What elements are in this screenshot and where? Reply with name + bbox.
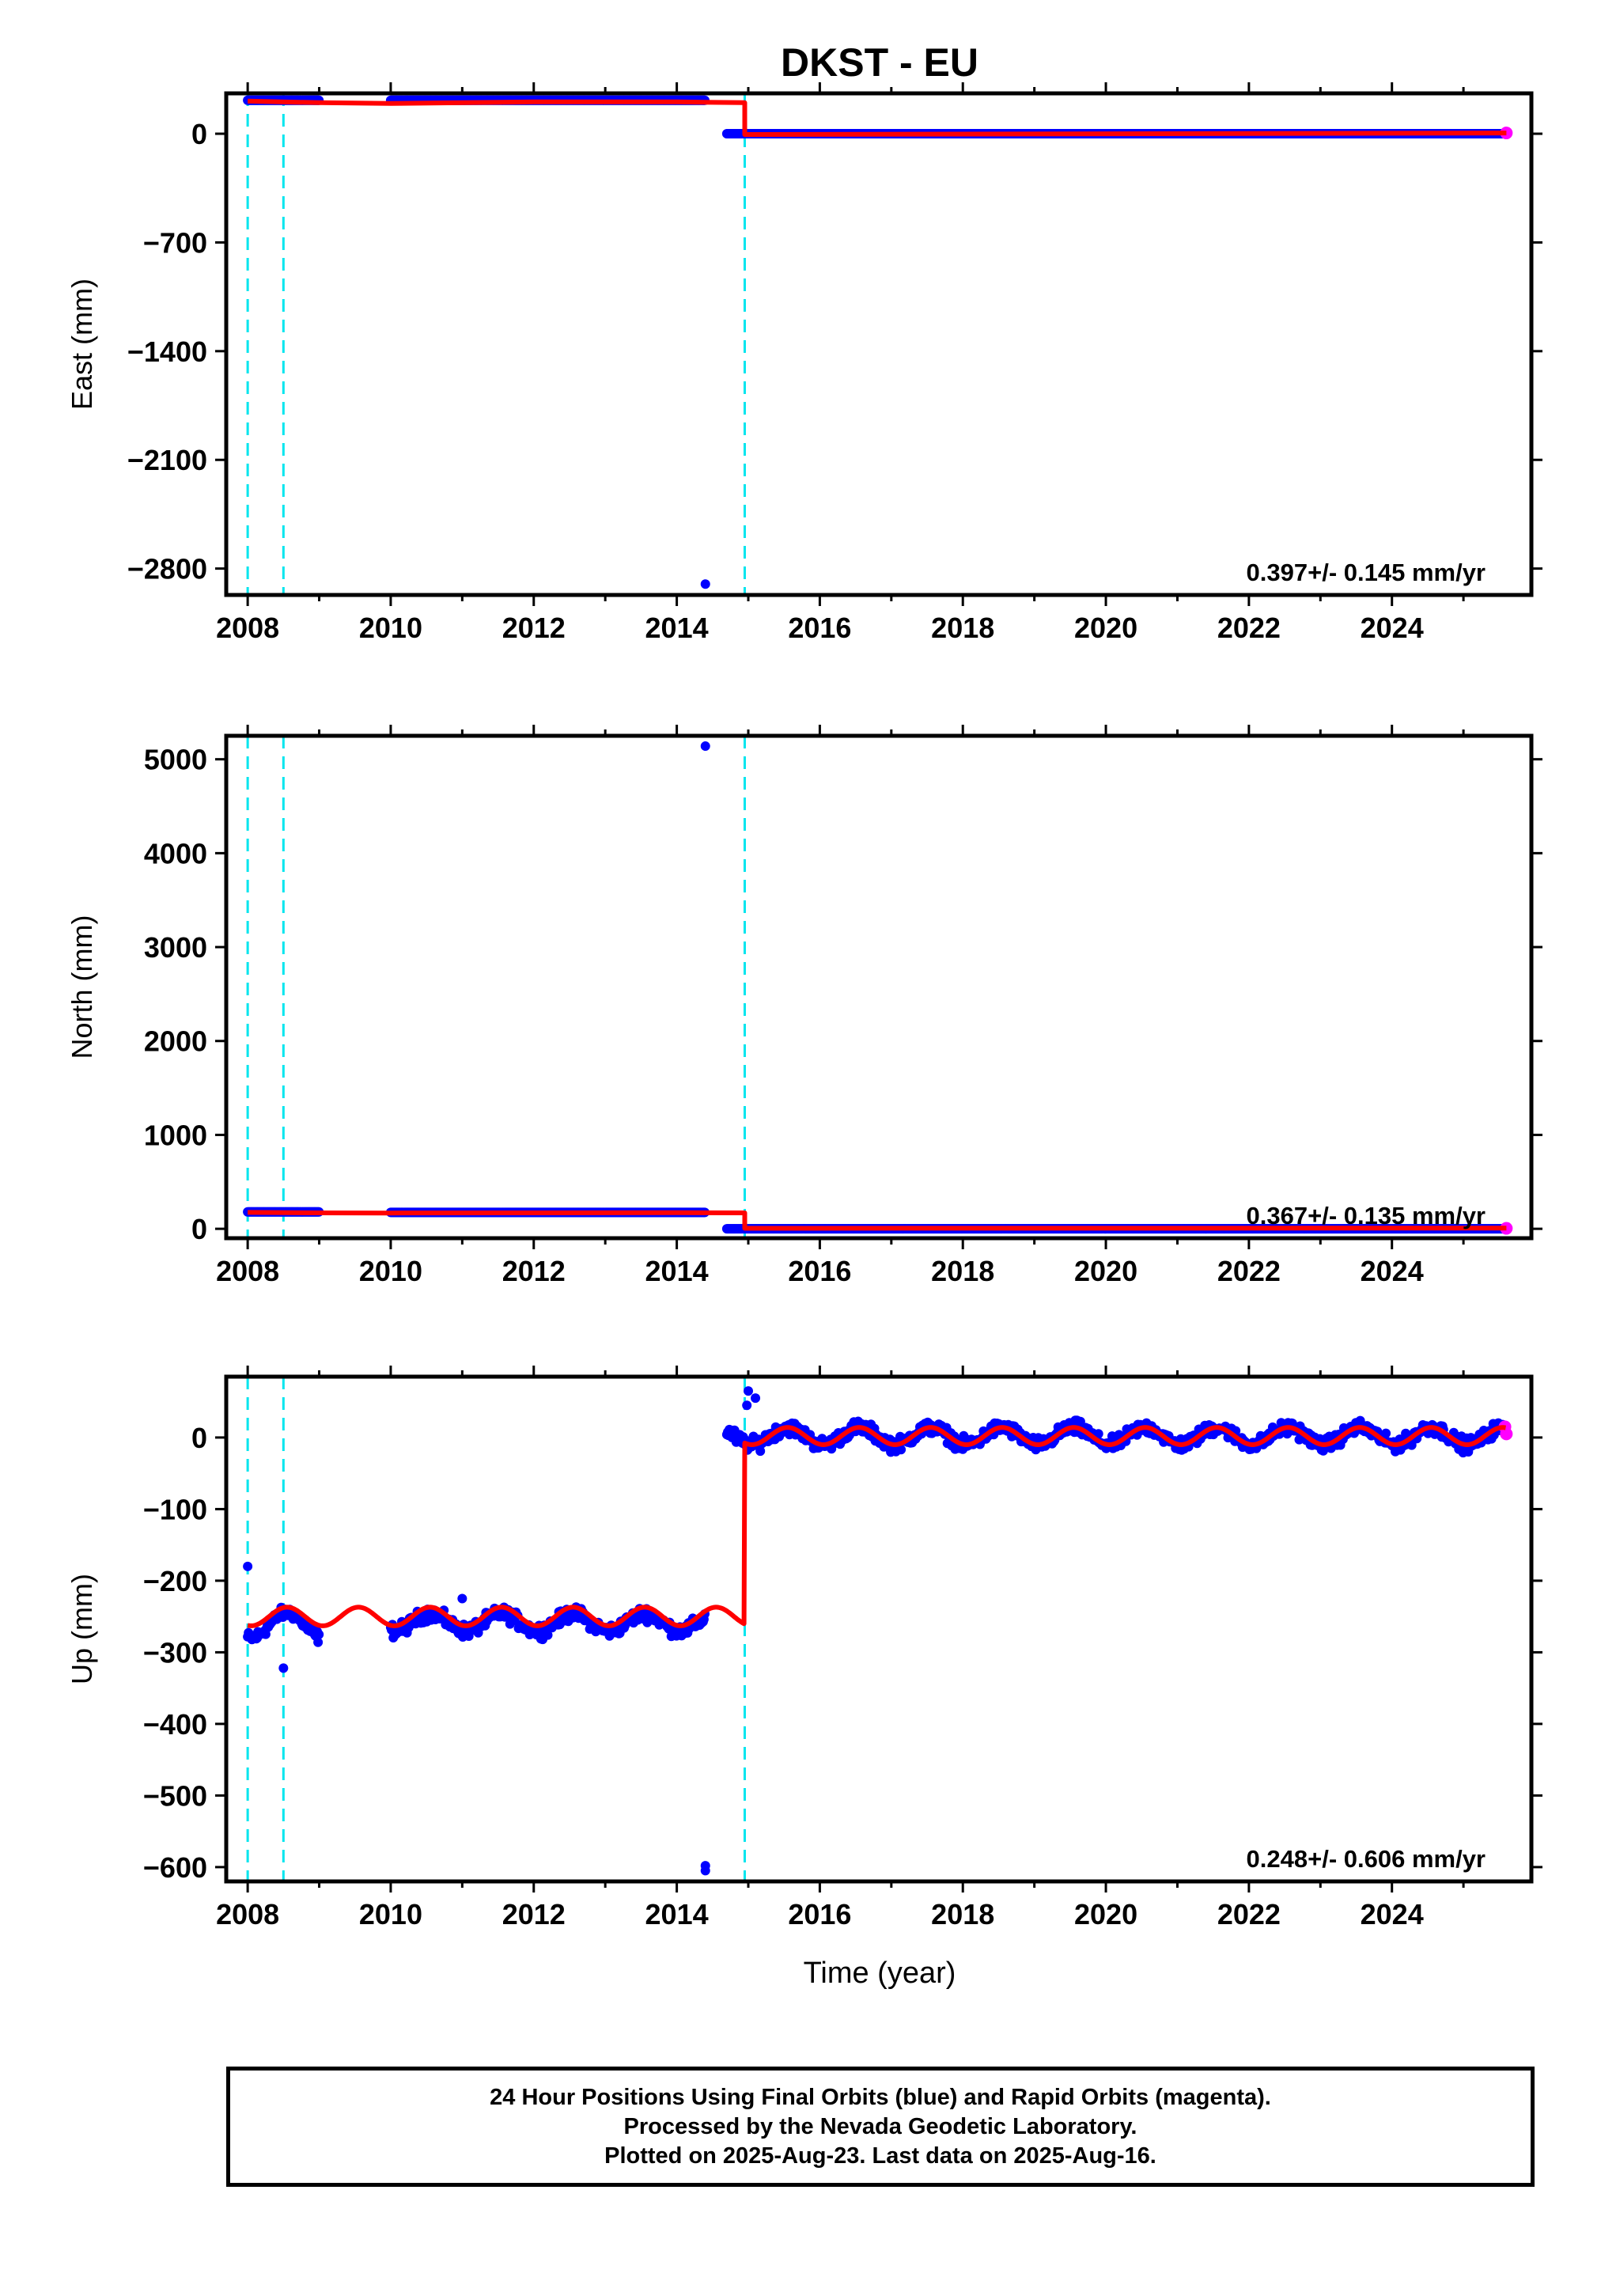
y-tick-label: 4000 [144, 837, 207, 870]
x-tick-label: 2012 [502, 1255, 566, 1287]
plot-frame [224, 91, 1534, 597]
model-fit-line [246, 1425, 1507, 1628]
x-tick-label: 2008 [216, 612, 279, 644]
x-tick-label: 2010 [359, 1255, 422, 1287]
chart-title: DKST - EU [781, 40, 978, 85]
outlier-point [457, 1593, 467, 1604]
outlier-point [278, 1663, 289, 1673]
rate-label: 0.367+/- 0.135 mm/yr [1247, 1202, 1486, 1229]
x-tick-label: 2010 [359, 612, 422, 644]
final-orbit-point [313, 1637, 324, 1647]
x-tick-label: 2010 [359, 1898, 422, 1930]
x-tick-label: 2016 [788, 1898, 851, 1930]
x-tick-label: 2008 [216, 1255, 279, 1287]
x-tick-label: 2024 [1361, 1255, 1424, 1287]
x-tick-label: 2014 [645, 1255, 709, 1287]
x-tick-label: 2008 [216, 1898, 279, 1930]
north-panel: 2008 2010 2012 2014 2016 2018 2020 2022 2024 0 100… [66, 725, 1542, 1287]
x-tick-label: 2016 [788, 612, 851, 644]
model-fit-line [248, 1210, 1507, 1231]
y-axis-label: East (mm) [66, 278, 98, 410]
model-fit-line [248, 98, 1507, 137]
x-tick-label: 2020 [1074, 1255, 1137, 1287]
outlier-point [751, 1393, 761, 1404]
caption-line-1: 24 Hour Positions Using Final Orbits (bl… [490, 2084, 1271, 2110]
y-axis-label: Up (mm) [66, 1574, 98, 1684]
rate-label: 0.248+/- 0.606 mm/yr [1247, 1845, 1486, 1873]
final-orbit-point [896, 1445, 906, 1455]
x-tick-label: 2012 [502, 1898, 566, 1930]
up-panel: 2008 2010 2012 2014 2016 2018 2020 2022 2024 0 −10… [66, 1366, 1542, 1930]
outlier-point [243, 1561, 253, 1571]
y-tick-label: −400 [143, 1708, 207, 1741]
outlier-point [700, 741, 710, 752]
x-tick-label: 2018 [931, 1255, 994, 1287]
y-tick-label: −2800 [127, 553, 207, 585]
y-tick-label: 2000 [144, 1025, 207, 1058]
outlier-point [700, 1866, 710, 1876]
y-tick-label: 0 [191, 1213, 207, 1245]
x-tick-label: 2014 [645, 1898, 709, 1930]
x-tick-label: 2024 [1361, 1898, 1424, 1930]
outlier-point [744, 1386, 753, 1396]
final-orbit-point [1381, 1428, 1391, 1438]
x-tick-label: 2012 [502, 612, 566, 644]
y-tick-label: −500 [143, 1779, 207, 1812]
y-tick-label: 1000 [144, 1119, 207, 1151]
east-panel: 2008 2010 2012 2014 2016 2018 2020 2022 2024 0 −70… [66, 82, 1542, 644]
x-axis-label: Time (year) [804, 1957, 956, 1990]
y-tick-label: 5000 [144, 744, 207, 776]
final-orbit-point [755, 1446, 766, 1457]
y-tick-label: −300 [143, 1636, 207, 1669]
outlier-point [742, 1400, 752, 1411]
y-tick-label: 0 [191, 118, 207, 150]
x-tick-label: 2022 [1217, 612, 1281, 644]
x-tick-label: 2018 [931, 612, 994, 644]
y-tick-label: −2100 [127, 444, 207, 476]
x-tick-label: 2018 [931, 1898, 994, 1930]
x-tick-label: 2020 [1074, 612, 1137, 644]
plot-area [243, 741, 1513, 1235]
plot-frame [224, 1374, 1534, 1884]
plot-area [243, 1386, 1513, 1876]
caption-line-2: Processed by the Nevada Geodetic Laborat… [623, 2113, 1137, 2139]
x-tick-label: 2024 [1361, 612, 1424, 644]
y-tick-label: −100 [143, 1493, 207, 1525]
x-tick-label: 2022 [1217, 1898, 1281, 1930]
x-tick-label: 2014 [645, 612, 709, 644]
y-tick-label: −700 [143, 226, 207, 259]
rate-label: 0.397+/- 0.145 mm/yr [1247, 559, 1486, 586]
final-orbit-point [1093, 1429, 1103, 1439]
plot-frame [224, 733, 1534, 1241]
y-tick-label: 3000 [144, 931, 207, 964]
final-orbit-point [314, 1629, 324, 1639]
plot-area [243, 95, 1513, 589]
x-tick-label: 2022 [1217, 1255, 1281, 1287]
y-axis-label: North (mm) [66, 915, 98, 1059]
y-tick-label: 0 [191, 1422, 207, 1454]
final-orbit-point [543, 1630, 553, 1640]
y-tick-label: −200 [143, 1565, 207, 1597]
y-tick-label: −600 [143, 1851, 207, 1884]
outlier-point [700, 579, 710, 589]
x-tick-label: 2016 [788, 1255, 851, 1287]
caption-box: 24 Hour Positions Using Final Orbits (bl… [226, 2067, 1535, 2187]
x-tick-label: 2020 [1074, 1898, 1137, 1930]
caption-line-3: Plotted on 2025-Aug-23. Last data on 202… [604, 2143, 1156, 2169]
y-tick-label: −1400 [127, 335, 207, 368]
